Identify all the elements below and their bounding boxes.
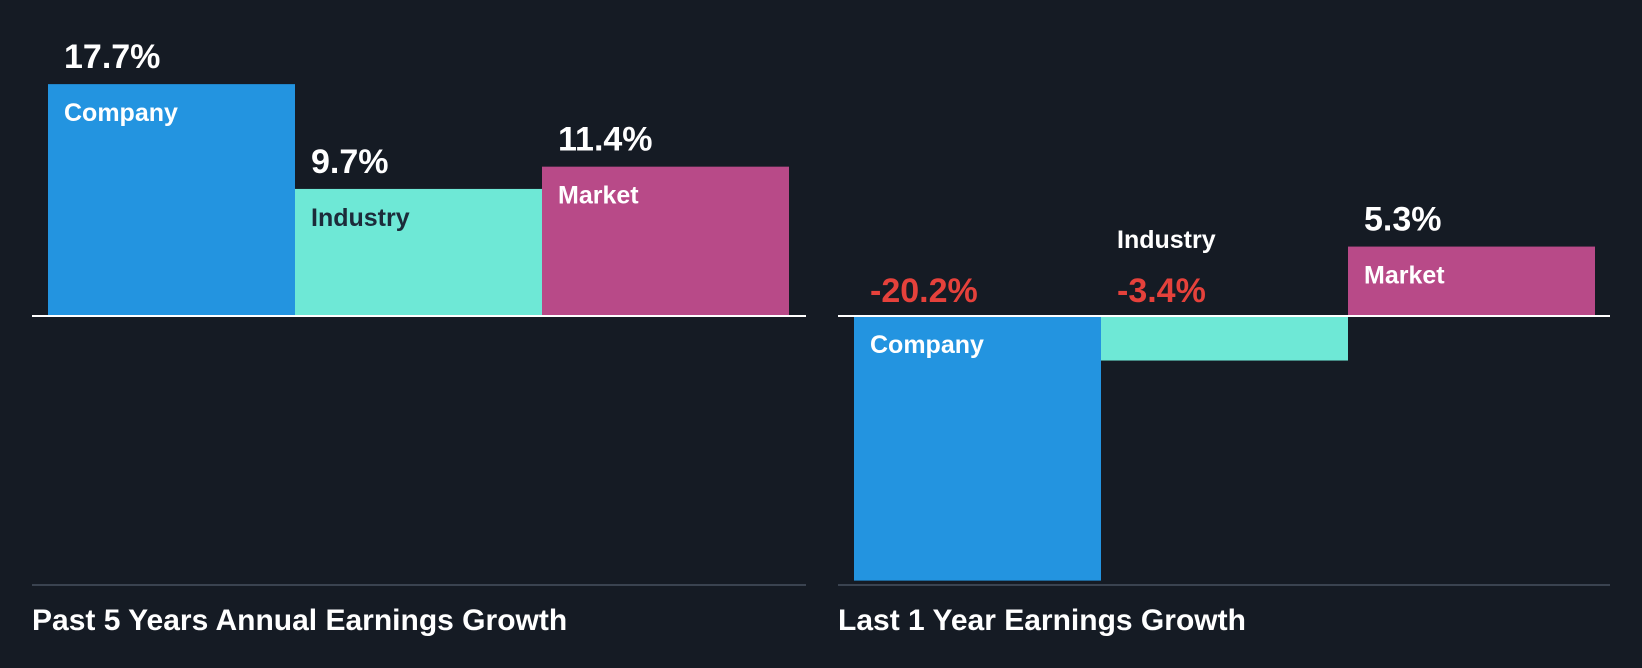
category-label-company-last-1-year: Company xyxy=(870,331,984,359)
category-label-industry-past-5-years: Industry xyxy=(311,204,410,232)
bar-company-past-5-years xyxy=(48,84,295,316)
value-label-company-past-5-years: 17.7% xyxy=(64,38,160,76)
bar-industry-past-5-years xyxy=(295,188,542,316)
value-label-company-last-1-year: -20.2% xyxy=(870,272,978,310)
value-label-market-last-1-year: 5.3% xyxy=(1364,201,1442,239)
chart-title-last-1-year: Last 1 Year Earnings Growth xyxy=(838,604,1246,637)
category-label-company-past-5-years: Company xyxy=(64,99,178,127)
value-label-market-past-5-years: 11.4% xyxy=(558,121,653,159)
bar-company-last-1-year xyxy=(854,316,1101,581)
category-label-market-last-1-year: Market xyxy=(1364,262,1445,290)
chart-title-past-5-years: Past 5 Years Annual Earnings Growth xyxy=(32,604,568,637)
value-label-industry-past-5-years: 9.7% xyxy=(311,143,389,181)
bar-market-past-5-years xyxy=(542,166,789,316)
category-label-market-past-5-years: Market xyxy=(558,182,639,210)
category-label-industry-last-1-year: Industry xyxy=(1117,226,1216,254)
bar-market-last-1-year xyxy=(1348,246,1595,316)
value-label-industry-last-1-year: -3.4% xyxy=(1117,272,1206,310)
bar-industry-last-1-year xyxy=(1101,316,1348,361)
